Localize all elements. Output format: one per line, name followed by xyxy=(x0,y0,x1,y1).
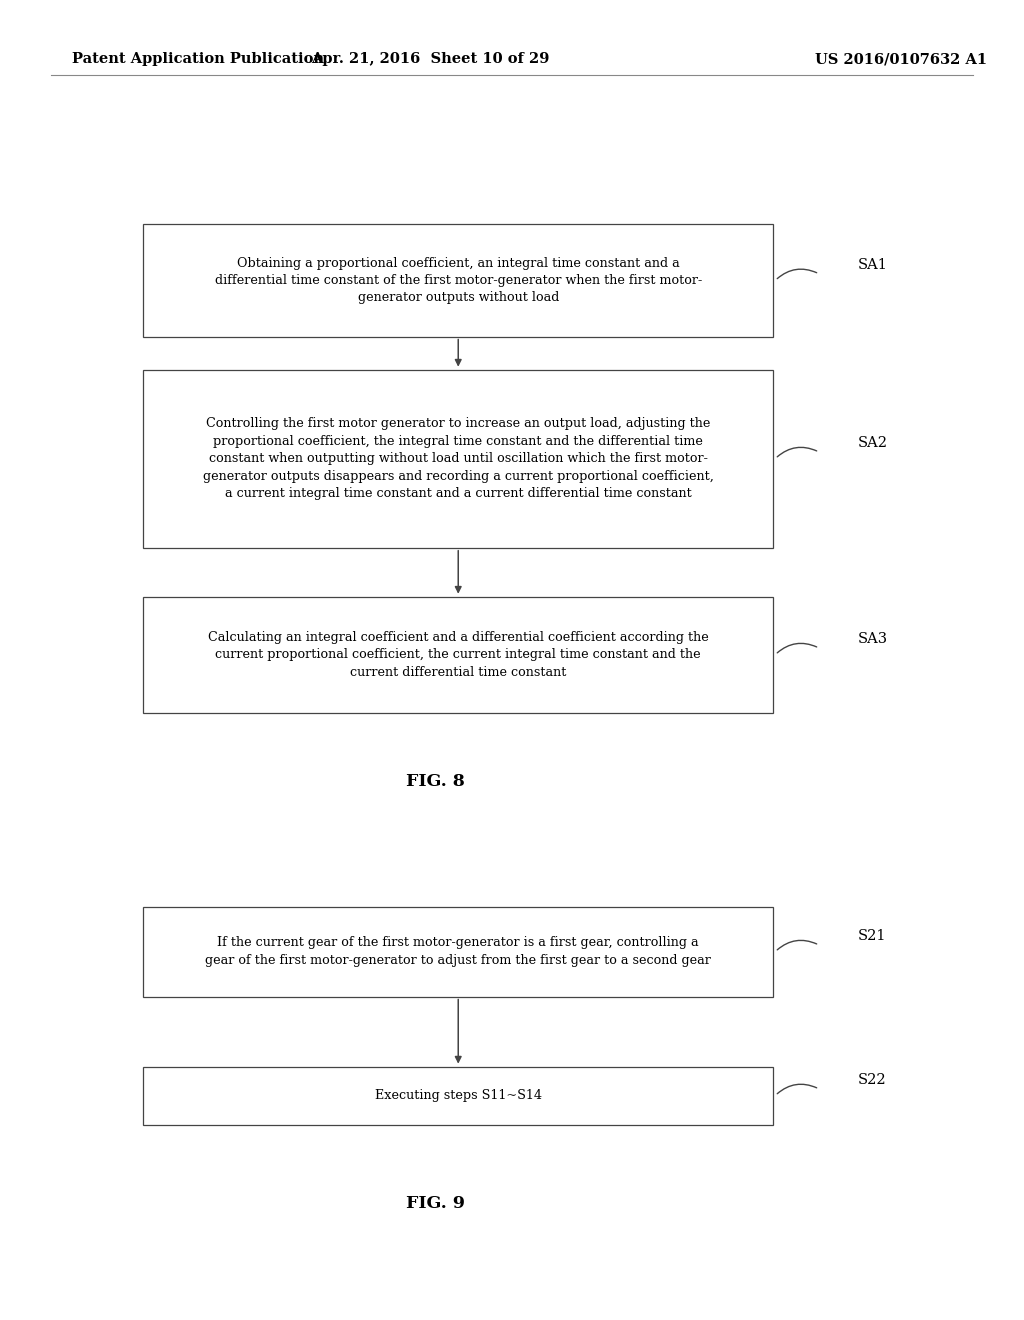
Bar xyxy=(143,370,773,548)
Bar xyxy=(143,1067,773,1125)
Text: S22: S22 xyxy=(858,1073,887,1086)
Text: SA3: SA3 xyxy=(858,632,888,645)
Text: Controlling the first motor generator to increase an output load, adjusting the
: Controlling the first motor generator to… xyxy=(203,417,714,500)
Bar xyxy=(143,907,773,997)
Text: FIG. 9: FIG. 9 xyxy=(406,1196,465,1212)
Bar xyxy=(143,597,773,713)
Text: SA1: SA1 xyxy=(858,257,888,272)
Text: Executing steps S11~S14: Executing steps S11~S14 xyxy=(375,1089,542,1102)
Text: SA2: SA2 xyxy=(858,436,888,450)
Text: Patent Application Publication: Patent Application Publication xyxy=(72,53,324,66)
Text: Apr. 21, 2016  Sheet 10 of 29: Apr. 21, 2016 Sheet 10 of 29 xyxy=(311,53,549,66)
Text: If the current gear of the first motor-generator is a first gear, controlling a
: If the current gear of the first motor-g… xyxy=(205,936,712,968)
Text: FIG. 8: FIG. 8 xyxy=(406,774,465,789)
Text: Calculating an integral coefficient and a differential coefficient according the: Calculating an integral coefficient and … xyxy=(208,631,709,678)
Text: Obtaining a proportional coefficient, an integral time constant and a
differenti: Obtaining a proportional coefficient, an… xyxy=(215,256,701,305)
Bar xyxy=(143,224,773,337)
Text: US 2016/0107632 A1: US 2016/0107632 A1 xyxy=(815,53,987,66)
Text: S21: S21 xyxy=(858,929,887,942)
